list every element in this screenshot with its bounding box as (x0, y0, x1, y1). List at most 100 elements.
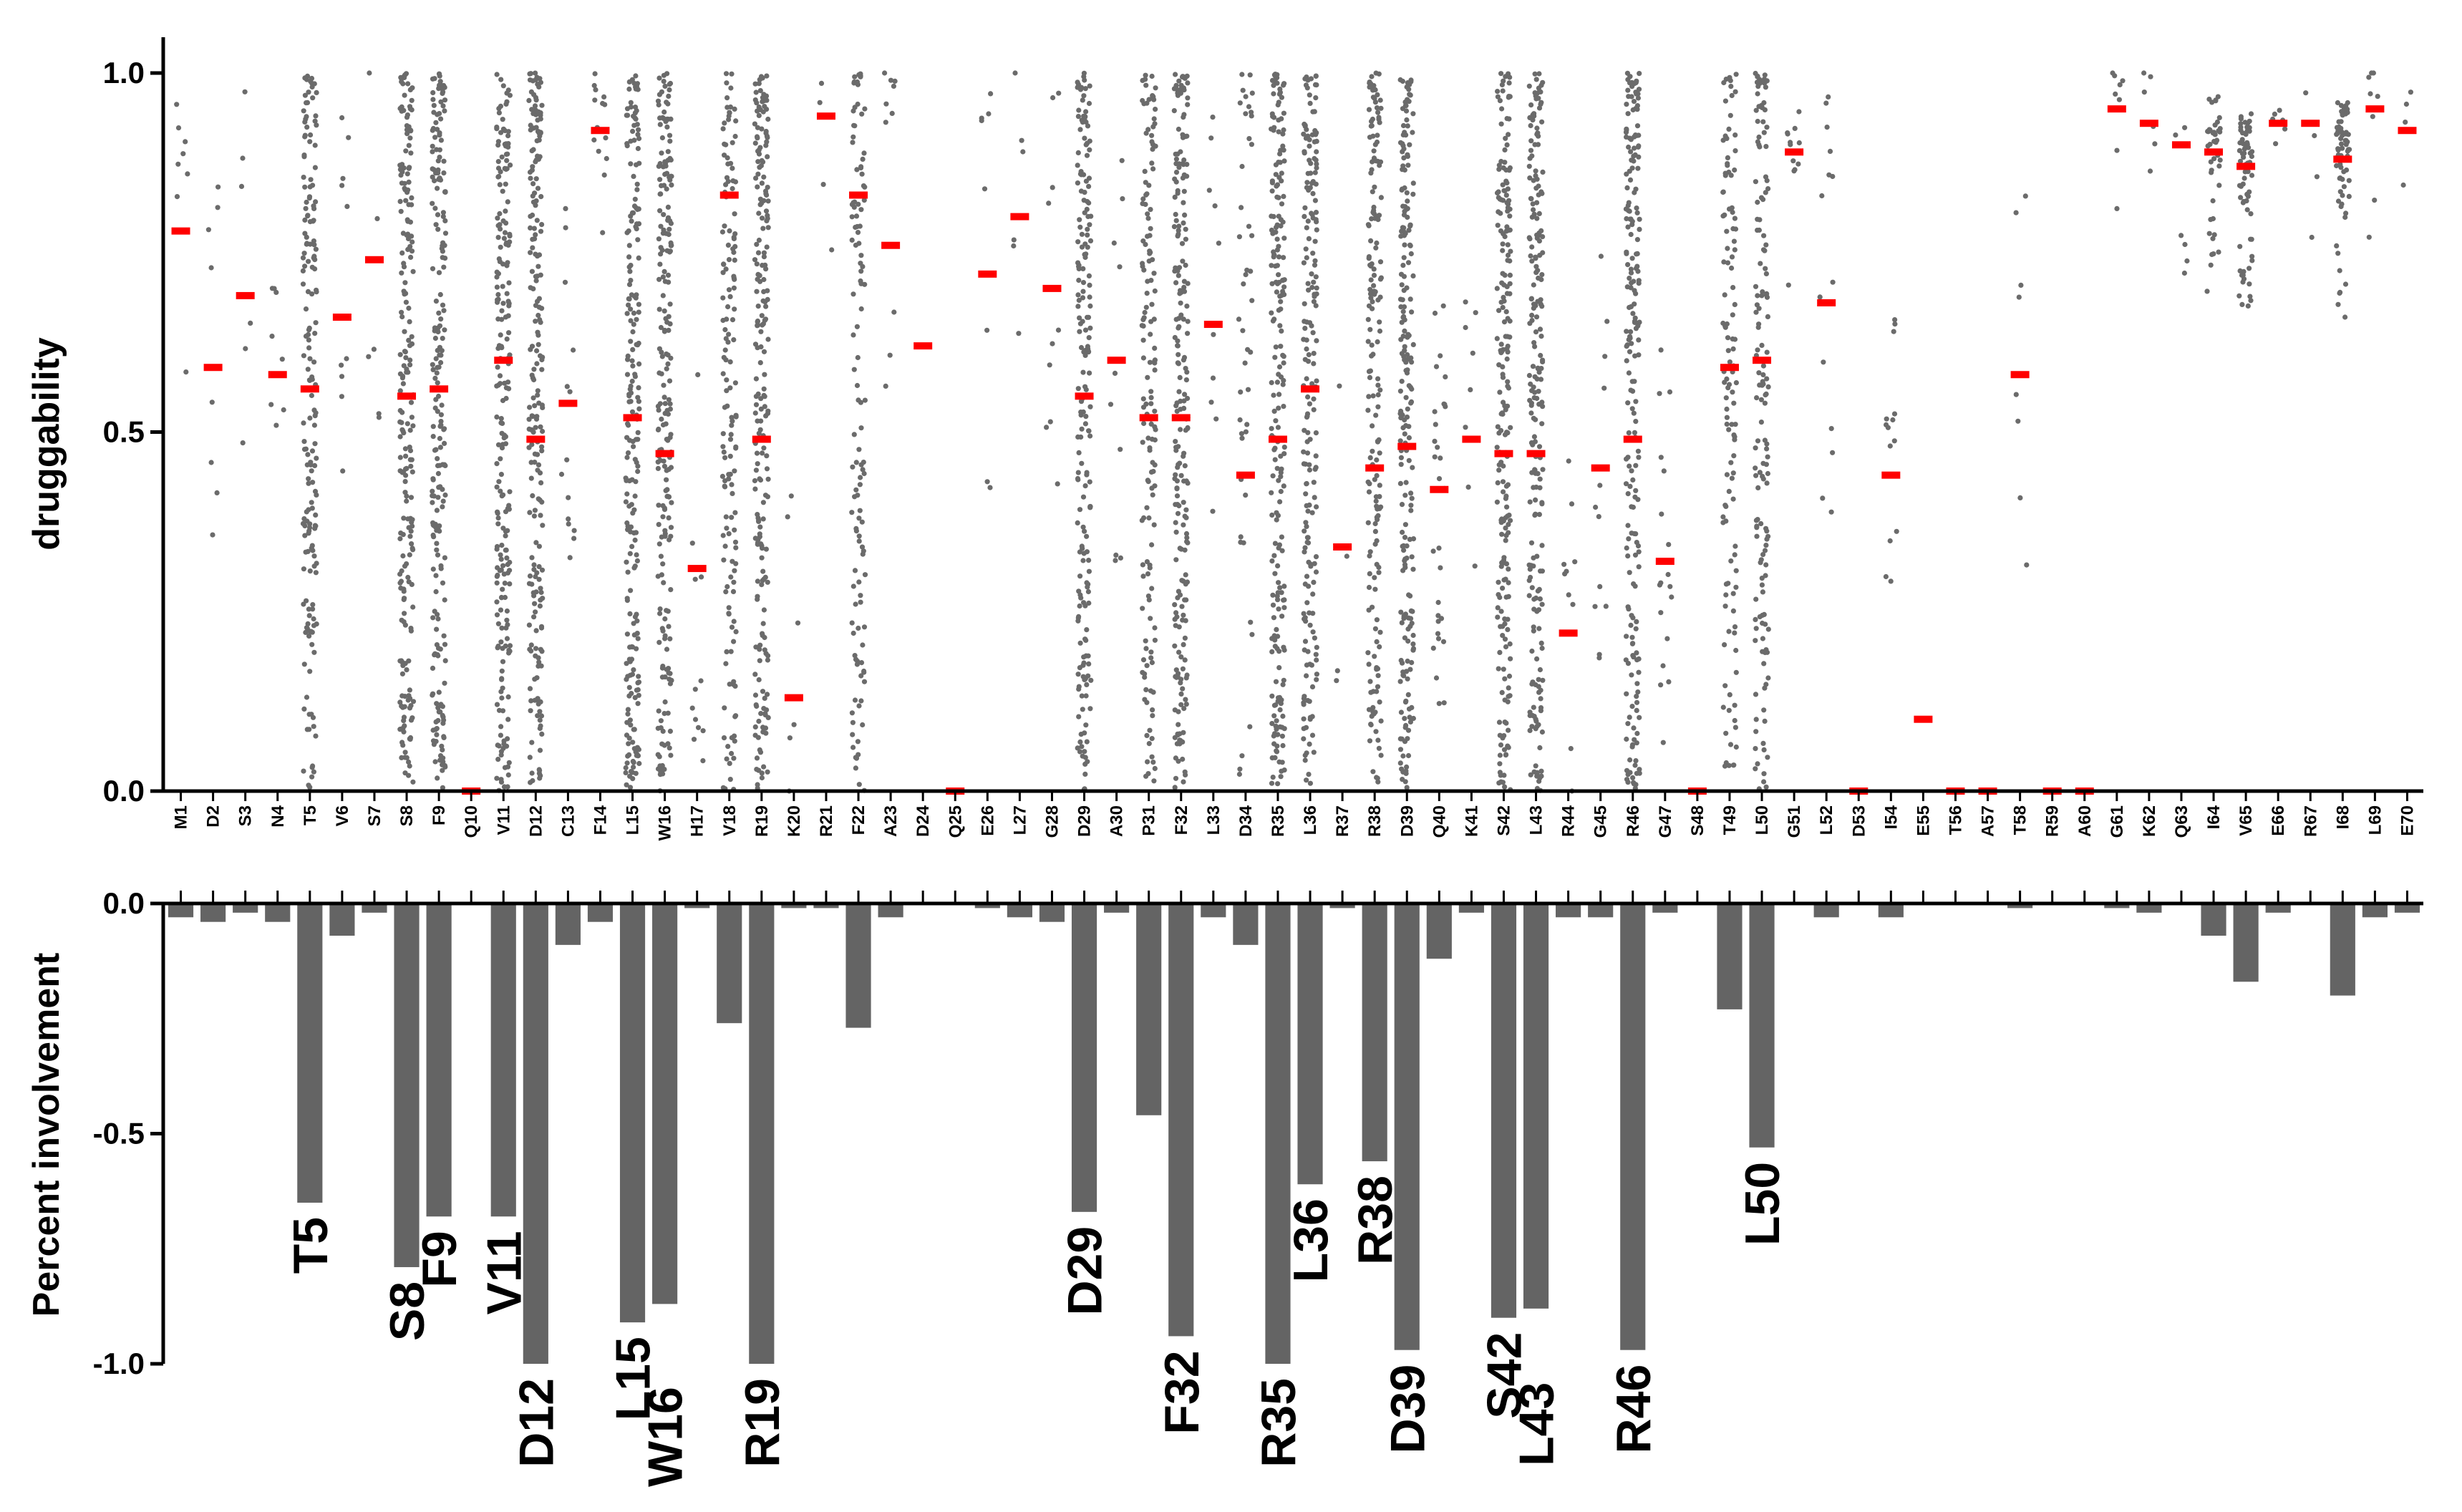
druggability-point (1633, 291, 1639, 296)
druggability-point (435, 462, 441, 469)
druggability-point (760, 298, 766, 304)
druggability-point (2152, 141, 2158, 147)
druggability-point (435, 470, 442, 477)
druggability-point (529, 770, 535, 776)
druggability-point (1085, 314, 1092, 320)
druggability-point (1634, 681, 1640, 687)
druggability-point (440, 580, 446, 586)
druggability-point (208, 460, 214, 465)
druggability-point (1722, 379, 1727, 385)
druggability-point (1635, 543, 1642, 549)
druggability-point (408, 254, 414, 260)
druggability-point (1178, 702, 1184, 707)
druggability-point (636, 255, 641, 261)
druggability-mean-D34 (1236, 471, 1255, 479)
druggability-point (402, 622, 409, 628)
druggability-point (733, 444, 739, 450)
druggability-point (722, 347, 728, 353)
druggability-point (1239, 435, 1245, 441)
druggability-point (1629, 406, 1635, 412)
druggability-point (440, 248, 446, 254)
druggability-point (1377, 699, 1382, 705)
druggability-point (1312, 238, 1318, 244)
druggability-point (527, 71, 533, 77)
druggability-point (1733, 744, 1739, 750)
druggability-point (858, 698, 864, 704)
druggability-point (1076, 263, 1082, 269)
druggability-point (1824, 125, 1830, 130)
druggability-point (1375, 382, 1381, 388)
druggability-point (402, 446, 409, 452)
druggability-point (437, 445, 444, 450)
druggability-point (376, 411, 382, 417)
druggability-point (757, 658, 762, 664)
druggability-point (1314, 165, 1319, 171)
druggability-point (752, 410, 758, 416)
druggability-point (1629, 158, 1634, 163)
druggability-point (726, 117, 732, 122)
druggability-point (626, 437, 633, 443)
druggability-point (301, 768, 306, 774)
druggability-point (628, 306, 634, 312)
druggability-point (1182, 635, 1188, 641)
druggability-point (728, 160, 734, 166)
druggability-point (436, 310, 442, 316)
druggability-point (1528, 102, 1534, 108)
druggability-point (402, 490, 408, 495)
druggability-point (539, 222, 545, 228)
druggability-point (1624, 102, 1629, 107)
druggability-point (529, 555, 535, 561)
druggability-point (1020, 149, 1026, 155)
druggability-point (2245, 193, 2251, 199)
druggability-point (430, 476, 436, 482)
druggability-point (731, 619, 737, 624)
druggability-point (505, 199, 510, 205)
druggability-point (1502, 636, 1508, 642)
druggability-point (1304, 225, 1309, 231)
druggability-point (984, 479, 990, 485)
druggability-point (861, 470, 867, 477)
druggability-point (1085, 588, 1091, 595)
druggability-point (661, 742, 667, 748)
druggability-point (1181, 453, 1186, 459)
druggability-point (1664, 636, 1670, 641)
druggability-point (1625, 780, 1631, 785)
druggability-point (1892, 321, 1898, 327)
druggability-point (729, 415, 735, 420)
druggability-point (630, 758, 636, 765)
druggability-point (499, 695, 505, 701)
druggability-point (1047, 362, 1052, 368)
druggability-point (665, 710, 671, 716)
druggability-point (2120, 78, 2126, 84)
druggability-point (1406, 457, 1412, 463)
druggability-point (439, 743, 445, 749)
druggability-point (1501, 463, 1506, 469)
druggability-point (2204, 289, 2210, 294)
druggability-point (505, 694, 511, 700)
druggability-point (340, 175, 346, 181)
druggability-point (730, 140, 735, 145)
druggability-point (311, 616, 316, 622)
druggability-point (532, 508, 538, 513)
druggability-point (757, 642, 763, 648)
druggability-point (1181, 220, 1186, 226)
druggability-point (1366, 489, 1372, 495)
druggability-point (1088, 677, 1094, 683)
druggability-point (760, 516, 766, 522)
druggability-point (302, 263, 308, 269)
druggability-point (1185, 319, 1191, 324)
druggability-point (183, 139, 188, 145)
druggability-point (1405, 752, 1412, 759)
druggability-point (1530, 679, 1536, 685)
druggability-point (1764, 446, 1770, 452)
druggability-point (407, 243, 413, 249)
druggability-point (1374, 775, 1380, 780)
druggability-point (1274, 194, 1280, 200)
druggability-point (1760, 476, 1766, 482)
druggability-point (662, 633, 668, 639)
druggability-point (1278, 701, 1284, 707)
druggability-point (656, 426, 661, 432)
druggability-point (1631, 781, 1637, 787)
druggability-point (339, 394, 344, 399)
druggability-point (1730, 470, 1736, 476)
